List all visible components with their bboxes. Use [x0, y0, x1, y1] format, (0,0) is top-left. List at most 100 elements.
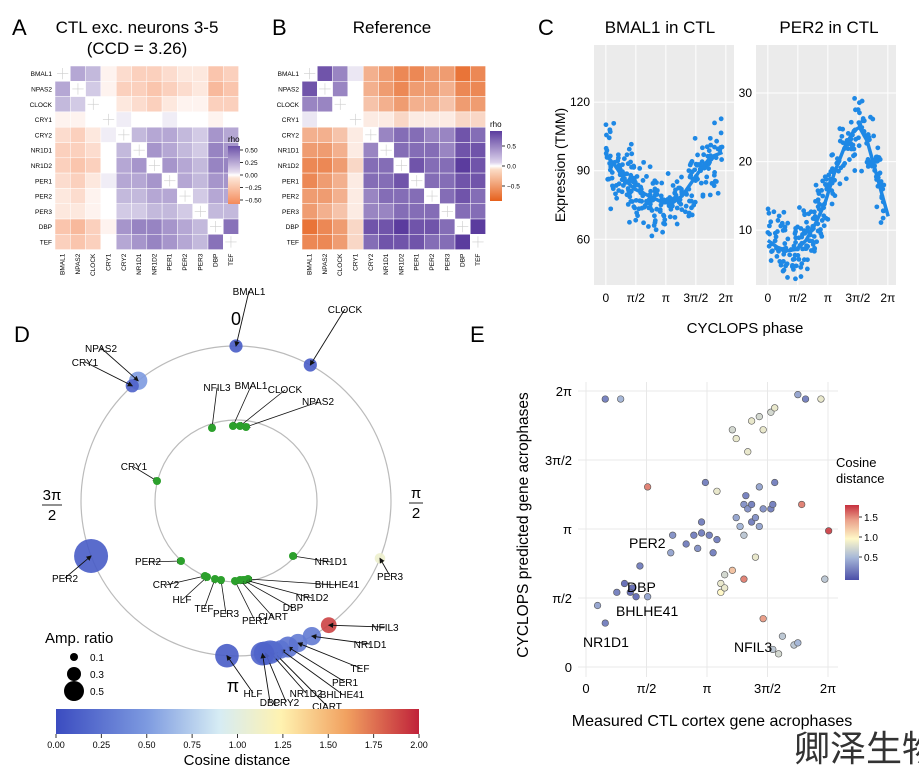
data-point — [712, 120, 717, 126]
heatmap-cell — [378, 126, 395, 143]
data-point — [645, 199, 650, 204]
heatmap-cell — [192, 157, 209, 174]
heatmap-cell — [424, 81, 440, 97]
data-point — [798, 226, 804, 231]
label-arrow — [239, 389, 286, 427]
panel-e-xlabel: Measured CTL cortex gene acrophases — [572, 713, 852, 730]
heatmap-cell — [54, 81, 71, 97]
data-point — [865, 164, 871, 169]
panel-b: B Reference BMAL1 NPAS2 CLOCK CRY1 CRY2 NR1D1… — [272, 15, 520, 276]
data-point — [812, 245, 817, 251]
heatmap-cell — [54, 203, 71, 220]
heatmap-cell — [347, 142, 364, 159]
data-point — [772, 238, 778, 244]
y-tick-label: 0 — [565, 660, 572, 675]
label-arrow — [244, 578, 313, 599]
data-point — [706, 148, 712, 154]
data-point — [704, 174, 710, 180]
data-point — [744, 448, 752, 456]
heatmap-cell — [454, 111, 471, 128]
heatmap-cell — [439, 188, 456, 204]
data-point — [776, 213, 782, 219]
data-point — [667, 549, 675, 557]
data-point — [633, 197, 639, 203]
heatmap-cell — [146, 111, 163, 128]
data-point — [653, 227, 659, 233]
data-point — [713, 487, 721, 495]
legend-size-dot — [70, 653, 78, 661]
heatmap-cell — [223, 96, 239, 113]
colorbar-tick-label: 0.00 — [245, 173, 258, 180]
label-arrow — [181, 576, 208, 601]
heatmap-cell — [317, 188, 333, 204]
x-tick-label: 3π/2 — [845, 291, 870, 305]
heatmap-cell — [378, 81, 395, 97]
data-point — [709, 180, 715, 186]
heatmap-cell — [161, 96, 178, 113]
heatmap-cell — [207, 65, 224, 82]
y-tick-label: 20 — [739, 155, 753, 169]
data-point — [748, 417, 756, 425]
data-point — [759, 505, 767, 513]
heatmap-row-label: DBP — [39, 224, 52, 231]
data-point — [617, 395, 625, 403]
panel-e-grid — [578, 382, 838, 677]
heatmap-col-label: NR1D2 — [398, 253, 405, 275]
heatmap-cell — [70, 126, 86, 143]
label-per2: PER2 — [629, 535, 666, 551]
inner-gene-label: CIART — [258, 612, 288, 623]
heatmap-col-label: CRY2 — [121, 253, 128, 271]
inner-gene-label: NPAS2 — [302, 397, 334, 408]
heatmap-cell — [317, 111, 333, 128]
heatmap-cell — [378, 157, 395, 174]
label-arrow — [287, 646, 346, 683]
heatmap-cell — [454, 234, 471, 250]
heatmap-cell — [54, 188, 71, 204]
data-point — [811, 234, 817, 239]
heatmap-cell — [177, 126, 193, 143]
heatmap-cell — [146, 126, 163, 143]
heatmap-cell — [454, 81, 471, 97]
y-tick-label: 10 — [739, 223, 753, 237]
panel-b-colorbar-ticks: 0.5 0.0 −0.5 — [502, 144, 520, 191]
heatmap-cell — [131, 203, 148, 220]
heatmap-cell — [317, 96, 333, 113]
data-point — [845, 146, 851, 152]
data-point — [768, 219, 774, 225]
data-point — [712, 169, 717, 175]
heatmap-cell — [424, 142, 440, 159]
x-tick-label: 2π — [880, 291, 895, 305]
colorbar-tick-label: 0.75 — [183, 740, 201, 750]
heatmap-cell — [362, 111, 379, 128]
data-point — [798, 274, 804, 279]
data-point — [632, 205, 638, 211]
data-point — [793, 276, 798, 282]
inner-gene-point — [201, 572, 209, 580]
heatmap-cell — [439, 218, 456, 235]
heatmap-cell — [362, 234, 379, 250]
panel-a-colorbar — [228, 146, 240, 204]
x-tick-label: π/2 — [789, 291, 808, 305]
label-arrow — [147, 558, 182, 564]
heatmap-cell — [131, 234, 148, 250]
data-point — [857, 100, 862, 106]
heatmap-cell — [347, 81, 364, 97]
heatmap-cell — [424, 126, 440, 143]
data-point — [824, 183, 829, 189]
data-point — [728, 426, 736, 434]
data-point — [859, 168, 864, 174]
data-point — [719, 157, 725, 162]
heatmap-cell — [347, 172, 364, 189]
data-point — [721, 571, 729, 579]
data-point — [690, 531, 698, 539]
data-point — [751, 553, 760, 561]
heatmap-cell — [347, 203, 364, 220]
heatmap-col-label: BMAL1 — [307, 253, 314, 275]
heatmap-row-label: TEF — [287, 239, 299, 246]
data-point — [813, 182, 819, 188]
heatmap-cell — [393, 96, 410, 113]
heatmap-cell — [393, 203, 410, 220]
heatmap-cell — [424, 157, 440, 174]
data-point — [784, 261, 790, 267]
